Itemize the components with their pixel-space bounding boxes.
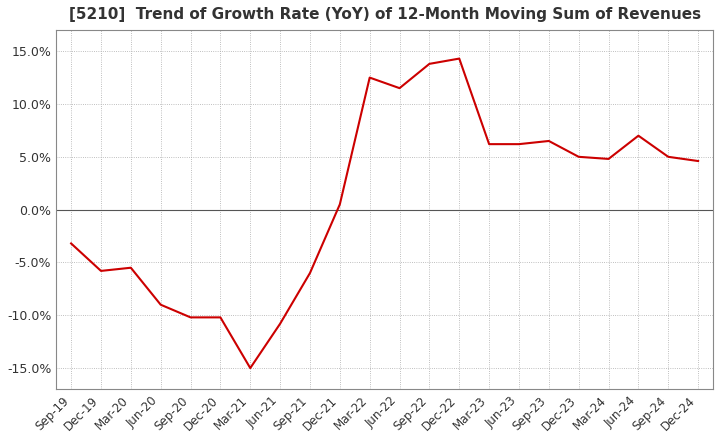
Title: [5210]  Trend of Growth Rate (YoY) of 12-Month Moving Sum of Revenues: [5210] Trend of Growth Rate (YoY) of 12-… [68,7,701,22]
